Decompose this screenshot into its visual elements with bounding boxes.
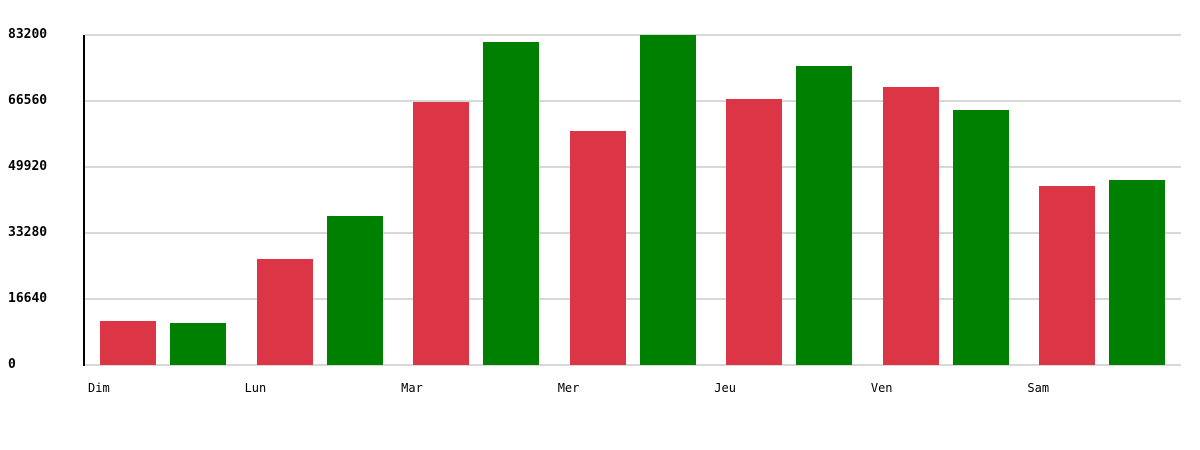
y-tick-label: 49920 [8,159,48,174]
bar-jeu-red [726,99,783,365]
gridline [85,298,1181,300]
bar-mer-green [639,35,696,365]
x-tick-label: Mer [557,381,580,395]
x-tick-label: Lun [244,381,267,395]
x-tick-label: Jeu [714,381,736,395]
gridline [85,232,1181,234]
bar-ven-green [952,110,1009,365]
y-tick-label: 66560 [8,93,48,108]
x-tick-label: Dim [88,381,110,395]
y-axis-line [83,35,85,366]
bar-dim-red [100,321,156,365]
bar-mer-red [569,131,626,365]
y-tick-label: 0 [8,357,16,372]
bar-lun-red [256,259,313,365]
x-tick-label: Mar [401,381,423,395]
y-tick-label: 33280 [8,225,48,240]
gridline [85,34,1181,36]
bar-lun-green [326,216,383,365]
bar-mar-green [483,42,540,365]
bar-ven-red [882,87,939,365]
bar-dim-green [170,323,226,365]
gridline [85,364,1181,366]
y-tick-label: 16640 [8,291,48,306]
gridline [85,100,1181,102]
plot-area [83,34,1181,366]
x-tick-label: Ven [870,381,893,395]
bar-mar-red [413,102,470,365]
gridline [85,166,1181,168]
y-tick-label: 83200 [8,27,48,42]
bar-jeu-green [796,66,853,365]
bar-sam-green [1109,180,1166,365]
x-tick-label: Sam [1027,381,1050,395]
bar-sam-red [1039,186,1096,365]
